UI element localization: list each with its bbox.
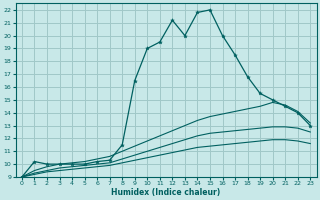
X-axis label: Humidex (Indice chaleur): Humidex (Indice chaleur) xyxy=(111,188,221,197)
